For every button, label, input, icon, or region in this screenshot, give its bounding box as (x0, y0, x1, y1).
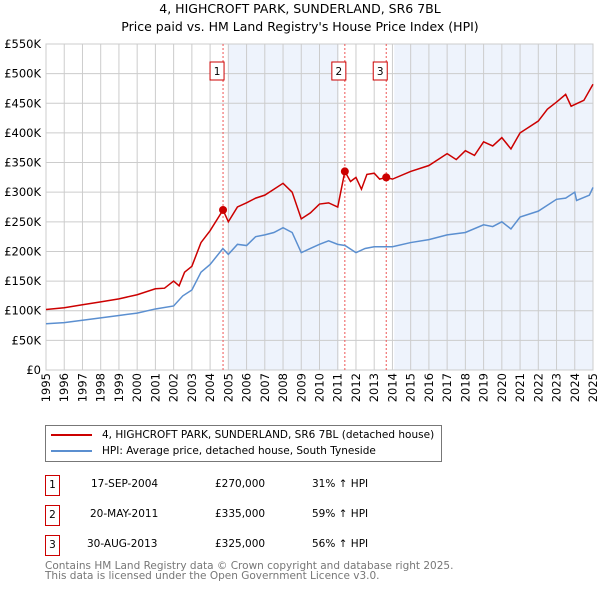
x-tick-label: 2008 (276, 373, 290, 402)
plot-frame (45, 43, 594, 371)
sale-date: 20-MAY-2011 (90, 508, 159, 520)
sale-point (219, 205, 228, 214)
x-tick-label: 2013 (367, 373, 381, 402)
x-tick-label: 2018 (458, 373, 472, 402)
x-tick-label: 2022 (531, 373, 545, 402)
sale-label-box (209, 61, 225, 81)
x-tick-label: 2016 (422, 373, 436, 402)
legend-swatch-red (51, 434, 92, 436)
x-tick-label: 2024 (568, 373, 582, 402)
x-tick-label: 2012 (349, 373, 363, 402)
sale-label: 3 (377, 66, 384, 78)
footer-copyright: Contains HM Land Registry data © Crown c… (45, 560, 454, 572)
footer-licence: This data is licensed under the Open Gov… (45, 570, 380, 582)
y-tick-label: £50K (12, 333, 42, 347)
sale-point (340, 167, 349, 176)
sale-number: 3 (45, 535, 60, 556)
y-tick-label: £500K (4, 67, 41, 81)
sale-price: £270,000 (215, 478, 266, 490)
legend: 4, HIGHCROFT PARK, SUNDERLAND, SR6 7BL (… (45, 425, 442, 462)
legend-label: HPI: Average price, detached house, Sout… (102, 445, 376, 457)
x-tick-label: 1996 (57, 373, 71, 402)
legend-item-property: 4, HIGHCROFT PARK, SUNDERLAND, SR6 7BL (… (46, 429, 434, 441)
hpi-line (45, 187, 594, 325)
x-tick-label: 2007 (258, 373, 272, 402)
sale-date: 17-SEP-2004 (91, 478, 159, 490)
y-tick-label: £150K (4, 274, 41, 288)
x-tick-label: 2023 (550, 373, 564, 402)
sale-row: 1 17-SEP-2004 £270,000 31% ↑ HPI (45, 475, 445, 496)
x-tick-label: 2025 (586, 373, 600, 402)
y-tick-label: £100K (4, 304, 41, 318)
chart-subtitle: Price paid vs. HM Land Registry's House … (121, 19, 478, 34)
sale-label-box (372, 61, 388, 81)
x-tick-label: 2010 (313, 373, 327, 402)
y-tick-label: £450K (4, 96, 41, 110)
sale-price: £325,000 (215, 538, 266, 550)
x-tick-label: 2015 (404, 373, 418, 402)
sale-row: 3 30-AUG-2013 £325,000 56% ↑ HPI (45, 535, 445, 556)
legend-label: 4, HIGHCROFT PARK, SUNDERLAND, SR6 7BL (… (102, 429, 435, 441)
y-tick-label: £300K (4, 185, 41, 199)
x-tick-label: 1999 (112, 373, 126, 402)
sale-row: 2 20-MAY-2011 £335,000 59% ↑ HPI (45, 505, 445, 526)
x-tick-label: 2001 (148, 373, 162, 402)
x-tick-label: 2009 (294, 373, 308, 402)
x-tick-label: 2006 (240, 373, 254, 402)
sale-date: 30-AUG-2013 (87, 538, 158, 550)
x-tick-label: 2003 (185, 373, 199, 402)
x-tick-label: 2020 (495, 373, 509, 402)
x-tick-label: 2021 (513, 373, 527, 402)
price-chart: 4, HIGHCROFT PARK, SUNDERLAND, SR6 7BL P… (4, 1, 600, 402)
x-tick-label: 1997 (75, 373, 89, 402)
x-tick-label: 2004 (203, 373, 217, 402)
x-tick-label: 2000 (130, 373, 144, 402)
sale-hpi: 59% ↑ HPI (312, 508, 369, 520)
sale-price: £335,000 (215, 508, 266, 520)
y-tick-label: £400K (4, 126, 41, 140)
y-tick-label: £200K (4, 244, 41, 258)
x-tick-label: 1995 (39, 373, 53, 402)
legend-item-hpi: HPI: Average price, detached house, Sout… (46, 445, 376, 457)
legend-swatch-blue (51, 450, 92, 452)
chart-title: 4, HIGHCROFT PARK, SUNDERLAND, SR6 7BL (159, 1, 440, 16)
y-tick-label: £550K (4, 37, 41, 51)
shaded-region (394, 44, 593, 370)
y-tick-label: £350K (4, 156, 41, 170)
sale-hpi: 56% ↑ HPI (312, 538, 369, 550)
sale-label-box (331, 61, 347, 81)
sale-point (382, 173, 391, 182)
y-tick-label: £250K (4, 215, 41, 229)
x-tick-label: 2011 (331, 373, 345, 402)
x-tick-label: 2019 (477, 373, 491, 402)
x-tick-label: 2005 (221, 373, 235, 402)
y-tick-label: £0 (26, 363, 41, 377)
sale-label: 2 (336, 66, 343, 78)
sale-number: 1 (45, 475, 60, 496)
sale-number: 2 (45, 505, 60, 526)
sale-label: 1 (214, 66, 221, 78)
x-tick-label: 1998 (94, 373, 108, 402)
x-tick-label: 2002 (167, 373, 181, 402)
x-tick-label: 2014 (385, 373, 399, 402)
sale-hpi: 31% ↑ HPI (312, 478, 369, 490)
x-tick-label: 2017 (440, 373, 454, 402)
property-price-line (45, 83, 594, 311)
